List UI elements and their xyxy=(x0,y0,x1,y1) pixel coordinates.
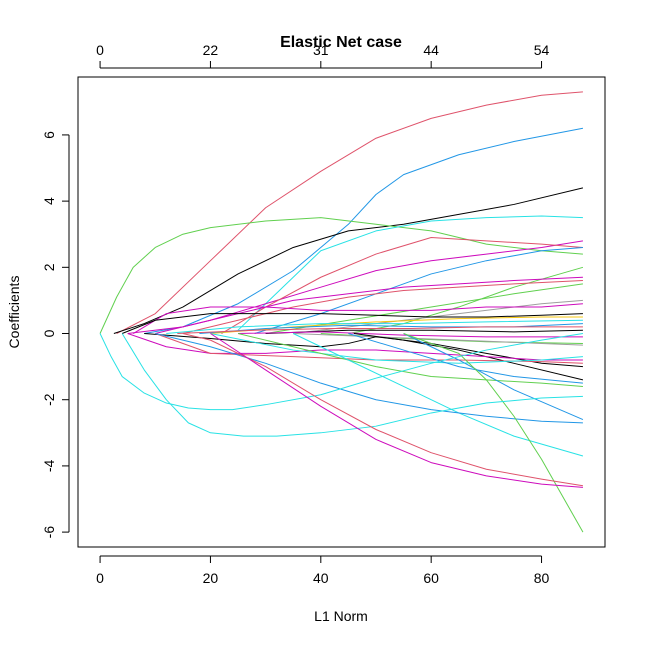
coefficient-path-4 xyxy=(99,217,583,334)
top-tick-label: 0 xyxy=(96,42,104,58)
coefficient-path-1 xyxy=(116,91,583,334)
coefficient-path-36 xyxy=(121,333,583,437)
coefficient-path-30 xyxy=(348,333,583,384)
coefficient-path-38 xyxy=(210,333,583,488)
y-axis-left: -6 -4 -2 0 2 4 6 xyxy=(41,131,70,539)
coefficient-path-11 xyxy=(182,280,583,334)
coefficient-path-15 xyxy=(121,313,583,334)
coefficient-path-6 xyxy=(155,240,584,334)
coefficient-path-18 xyxy=(199,323,583,335)
coefficient-path-23 xyxy=(293,333,583,346)
y-tick-label: 6 xyxy=(41,131,57,139)
coefficient-path-21 xyxy=(238,331,583,338)
coefficient-path-34 xyxy=(403,333,584,533)
coefficient-path-9 xyxy=(348,266,584,335)
coefficient-path-2 xyxy=(144,127,584,335)
coefficient-path-7 xyxy=(221,237,583,334)
y-axis-label: Coefficients xyxy=(6,276,22,349)
coefficient-path-33 xyxy=(403,333,584,421)
coefficient-path-10 xyxy=(127,276,583,335)
coefficient-path-5 xyxy=(237,215,583,331)
y-tick-label: 2 xyxy=(41,263,57,271)
x-axis-top: 0 22 31 44 54 xyxy=(96,42,550,69)
coefficient-path-35 xyxy=(99,333,584,411)
x-tick-label: 0 xyxy=(96,570,104,586)
coefficient-path-29 xyxy=(237,333,583,387)
coefficient-path-13 xyxy=(293,299,583,335)
top-tick-label: 31 xyxy=(313,42,329,58)
top-tick-label: 54 xyxy=(534,42,550,58)
y-tick-label: -2 xyxy=(41,393,57,406)
coefficient-path-20 xyxy=(265,329,583,335)
y-tick-label: -4 xyxy=(41,459,57,472)
top-tick-label: 22 xyxy=(203,42,219,58)
coefficient-path-19 xyxy=(177,326,583,335)
coefficient-path-32 xyxy=(155,333,583,424)
plot-frame xyxy=(77,76,606,548)
coefficient-path-31 xyxy=(292,333,584,457)
y-tick-label: 4 xyxy=(41,197,57,205)
y-tick-label: 0 xyxy=(41,329,57,337)
coefficient-path-17 xyxy=(166,319,583,335)
x-tick-label: 40 xyxy=(313,570,329,586)
x-axis-bottom: 0 20 40 60 80 xyxy=(96,555,550,586)
coefficient-path-28 xyxy=(210,333,583,364)
x-axis-label: L1 Norm xyxy=(314,608,368,624)
chart-title: Elastic Net case xyxy=(280,34,402,51)
x-tick-label: 80 xyxy=(534,570,550,586)
coefficient-path-37 xyxy=(182,333,584,487)
top-tick-label: 44 xyxy=(423,42,439,58)
coefficient-path-25 xyxy=(353,333,584,381)
coefficient-path-26 xyxy=(127,333,583,361)
coefficient-path-14 xyxy=(132,303,583,334)
coefficient-paths xyxy=(99,91,584,533)
y-tick-label: -6 xyxy=(41,526,57,539)
coefficient-path-12 xyxy=(265,283,584,335)
x-tick-label: 20 xyxy=(203,570,219,586)
x-tick-label: 60 xyxy=(423,570,439,586)
